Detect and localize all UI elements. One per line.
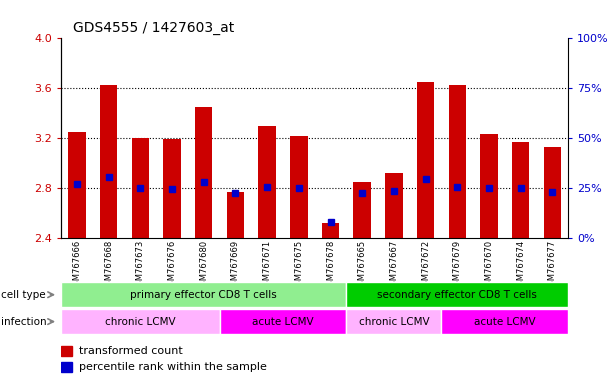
Bar <box>61 282 346 307</box>
Text: secondary effector CD8 T cells: secondary effector CD8 T cells <box>378 290 537 300</box>
Bar <box>195 107 213 238</box>
Bar <box>480 134 498 238</box>
Bar <box>448 84 466 238</box>
Bar <box>61 309 219 334</box>
Bar <box>346 282 568 307</box>
Text: chronic LCMV: chronic LCMV <box>105 316 175 327</box>
Bar <box>354 182 371 238</box>
Bar <box>346 309 441 334</box>
Bar <box>100 84 117 238</box>
Text: transformed count: transformed count <box>79 346 183 356</box>
Bar <box>441 309 568 334</box>
Bar <box>544 147 561 238</box>
Text: GDS4555 / 1427603_at: GDS4555 / 1427603_at <box>73 21 235 35</box>
Text: chronic LCMV: chronic LCMV <box>359 316 429 327</box>
Bar <box>68 132 86 238</box>
Bar <box>163 139 181 238</box>
Bar <box>258 126 276 238</box>
Bar <box>227 192 244 238</box>
Text: primary effector CD8 T cells: primary effector CD8 T cells <box>130 290 277 300</box>
Text: infection: infection <box>1 316 47 327</box>
Text: acute LCMV: acute LCMV <box>474 316 536 327</box>
Bar <box>61 362 71 372</box>
Bar <box>512 142 529 238</box>
Bar <box>131 138 149 238</box>
Bar <box>385 173 403 238</box>
Text: percentile rank within the sample: percentile rank within the sample <box>79 362 267 372</box>
Bar <box>322 223 339 238</box>
Bar <box>219 309 346 334</box>
Text: acute LCMV: acute LCMV <box>252 316 314 327</box>
Bar <box>61 346 71 356</box>
Bar <box>417 82 434 238</box>
Bar <box>290 136 307 238</box>
Text: cell type: cell type <box>1 290 46 300</box>
